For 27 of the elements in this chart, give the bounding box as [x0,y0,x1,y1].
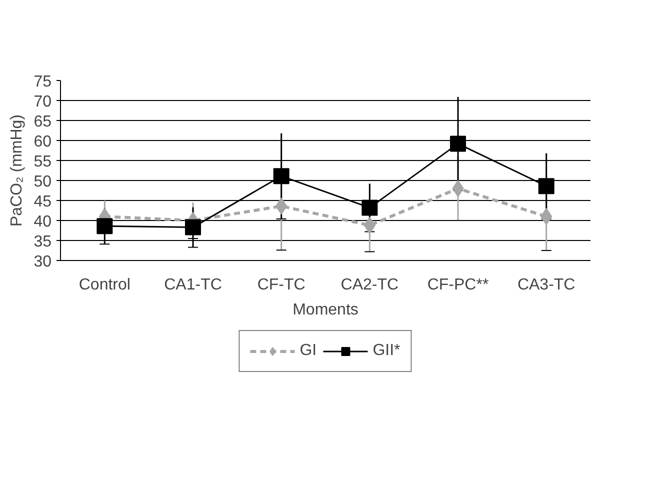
point [96,218,113,234]
legend-label: GI [300,342,318,360]
y-tick-label: 45 [34,194,52,210]
y-tick-label: 40 [34,214,52,230]
point [450,136,466,152]
point [538,178,554,194]
point [273,168,290,184]
x-tick-label: CA2-TC [340,276,399,294]
y-tick-label: 75 [34,74,52,90]
y-tick-label: 35 [34,234,52,250]
y-axis-title: PaCO₂ (mmHg) [8,114,26,226]
y-tick-label: 50 [34,174,52,190]
x-axis-title: Moments [292,302,358,318]
point [540,208,552,225]
y-tick-label: 65 [34,114,52,130]
x-tick-label: Control [78,276,130,294]
x-tick-label: CF-PC** [427,276,489,294]
y-tick-label: 70 [34,94,52,110]
x-tick-label: CF-TC [257,276,306,294]
x-tick-label: CA1-TC [164,276,222,294]
y-tick-label: 55 [34,154,52,170]
y-tick-label: 60 [34,134,52,150]
legend-label: GII* [372,342,400,360]
x-tick-label: CA3-TC [517,276,576,294]
point [452,180,464,197]
point [362,200,378,216]
y-tick-label: 30 [34,254,52,270]
